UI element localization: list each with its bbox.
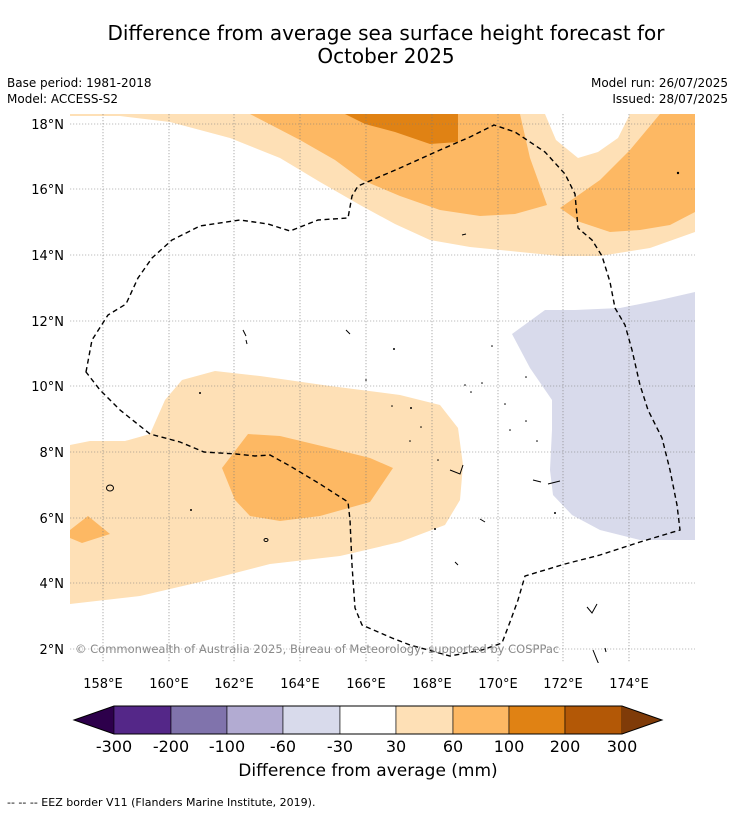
colorbar-tick: 60 — [443, 737, 463, 756]
lat-ticks: 18°N 16°N 14°N 12°N 10°N 8°N 6°N 4°N 2°N — [31, 118, 64, 658]
eez-footnote: -- -- -- EEZ border V11 (Flanders Marine… — [7, 796, 315, 809]
colorbar-tick: -200 — [153, 737, 189, 756]
colorbar-ticks: -300 -200 -100 -60 -30 30 60 100 200 300 — [96, 737, 637, 756]
lat-tick-10: 10°N — [31, 380, 64, 395]
lat-tick-18: 18°N — [31, 118, 64, 133]
colorbar-swatch — [171, 706, 227, 734]
lon-tick-158: 158°E — [83, 677, 123, 692]
lon-ticks: 158°E 160°E 162°E 164°E 166°E 168°E 170°… — [83, 677, 649, 692]
lon-tick-160: 160°E — [149, 677, 189, 692]
lat-tick-6: 6°N — [40, 512, 65, 527]
contour-neg30-neg60-east — [512, 292, 695, 540]
colorbar-tick: 200 — [550, 737, 581, 756]
colorbar-tick: -60 — [270, 737, 296, 756]
colorbar-swatch — [453, 706, 509, 734]
lon-tick-170: 170°E — [478, 677, 518, 692]
map-field — [70, 114, 695, 667]
colorbar-swatch — [509, 706, 565, 734]
colorbar-tick: 100 — [494, 737, 525, 756]
lat-tick-4: 4°N — [40, 577, 65, 592]
sea-height-map: © Commonwealth of Australia 2025, Bureau… — [0, 0, 736, 816]
colorbar-tick: -30 — [327, 737, 353, 756]
colorbar-swatch — [340, 706, 396, 734]
colorbar-tick: -100 — [209, 737, 245, 756]
colorbar-swatch — [565, 706, 622, 734]
lat-tick-8: 8°N — [40, 446, 65, 461]
colorbar-tick: -300 — [96, 737, 132, 756]
colorbar-tick: 300 — [607, 737, 638, 756]
lat-tick-2: 2°N — [40, 643, 65, 658]
lon-tick-164: 164°E — [280, 677, 320, 692]
colorbar-swatch — [227, 706, 283, 734]
lat-tick-12: 12°N — [31, 315, 64, 330]
lat-tick-16: 16°N — [31, 183, 64, 198]
colorbar-swatch — [396, 706, 453, 734]
lon-tick-168: 168°E — [412, 677, 452, 692]
colorbar — [74, 706, 662, 734]
lat-tick-14: 14°N — [31, 249, 64, 264]
copyright-text: © Commonwealth of Australia 2025, Bureau… — [75, 642, 559, 656]
colorbar-swatch — [114, 706, 171, 734]
colorbar-tick: 30 — [386, 737, 406, 756]
lon-tick-162: 162°E — [214, 677, 254, 692]
colorbar-arrow-high — [622, 706, 662, 734]
colorbar-swatch — [283, 706, 340, 734]
colorbar-label: Difference from average (mm) — [0, 761, 736, 781]
lon-tick-166: 166°E — [346, 677, 386, 692]
lon-tick-174: 174°E — [609, 677, 649, 692]
lon-tick-172: 172°E — [543, 677, 583, 692]
colorbar-arrow-low — [74, 706, 114, 734]
